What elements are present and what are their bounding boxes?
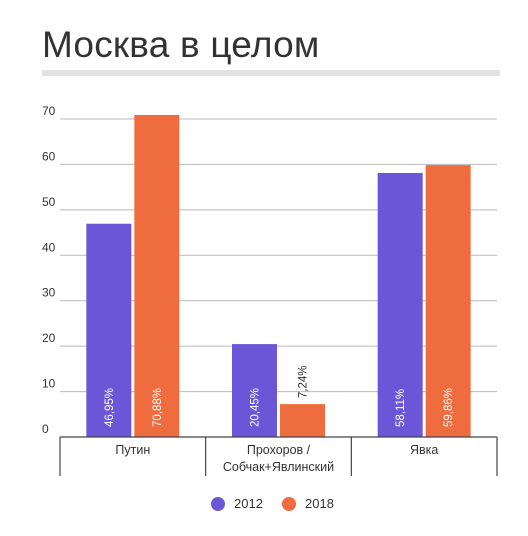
y-tick-label: 20 bbox=[42, 331, 56, 345]
bar-2018-0 bbox=[134, 115, 180, 437]
bar-label-2018-1: 7,24% bbox=[298, 366, 310, 399]
y-tick-label: 10 bbox=[42, 377, 56, 391]
bar-chart: 0 10 20 30 40 50 60 70 46,95% 70,88% 20,45% 7,24% 5… bbox=[42, 104, 498, 476]
x-axis: Путин Прохоров / Собчак+Явлинский Явка bbox=[59, 436, 498, 476]
bar-label-2012-0: 46,95% bbox=[104, 388, 116, 427]
bar-2012-2 bbox=[377, 173, 423, 437]
y-tick-labels: 0 10 20 30 40 50 60 70 bbox=[42, 104, 56, 436]
bar-2018-1 bbox=[280, 404, 325, 437]
legend-item-2018: 2018 bbox=[282, 496, 334, 511]
legend-item-2012: 2012 bbox=[211, 496, 263, 511]
y-tick-label: 30 bbox=[42, 286, 56, 300]
legend-dot-2012-icon bbox=[211, 496, 225, 511]
y-tick-label: 50 bbox=[42, 195, 56, 209]
bar-2018-2 bbox=[425, 165, 471, 437]
bar-label-2012-1: 20,45% bbox=[250, 388, 262, 427]
legend-dot-2018-icon bbox=[282, 496, 296, 511]
bar-2012-0 bbox=[86, 223, 132, 437]
bars bbox=[86, 115, 471, 437]
title-underline bbox=[42, 70, 500, 76]
x-tick-label: Явка bbox=[410, 443, 438, 457]
x-tick-label: Прохоров / bbox=[247, 443, 311, 457]
legend-label-2012: 2012 bbox=[234, 496, 263, 511]
bar-label-2018-2: 59,86% bbox=[443, 388, 455, 427]
gridlines bbox=[60, 118, 497, 393]
x-tick-label: Собчак+Явлинский bbox=[223, 460, 334, 474]
y-tick-label: 60 bbox=[42, 149, 56, 163]
bar-data-labels: 46,95% 70,88% 20,45% 7,24% 58,11% 59,86% bbox=[104, 366, 455, 427]
legend-label-2018: 2018 bbox=[305, 496, 334, 511]
bar-label-2018-0: 70,88% bbox=[152, 388, 164, 427]
legend: 2012 2018 bbox=[0, 496, 528, 518]
page-title: Москва в целом bbox=[42, 24, 320, 65]
x-tick-label: Путин bbox=[115, 443, 150, 457]
y-tick-label: 40 bbox=[42, 240, 56, 254]
y-tick-label: 70 bbox=[42, 104, 56, 118]
y-tick-label: 0 bbox=[42, 422, 49, 436]
bar-label-2012-2: 58,11% bbox=[395, 389, 407, 427]
bar-2012-1 bbox=[232, 344, 277, 437]
